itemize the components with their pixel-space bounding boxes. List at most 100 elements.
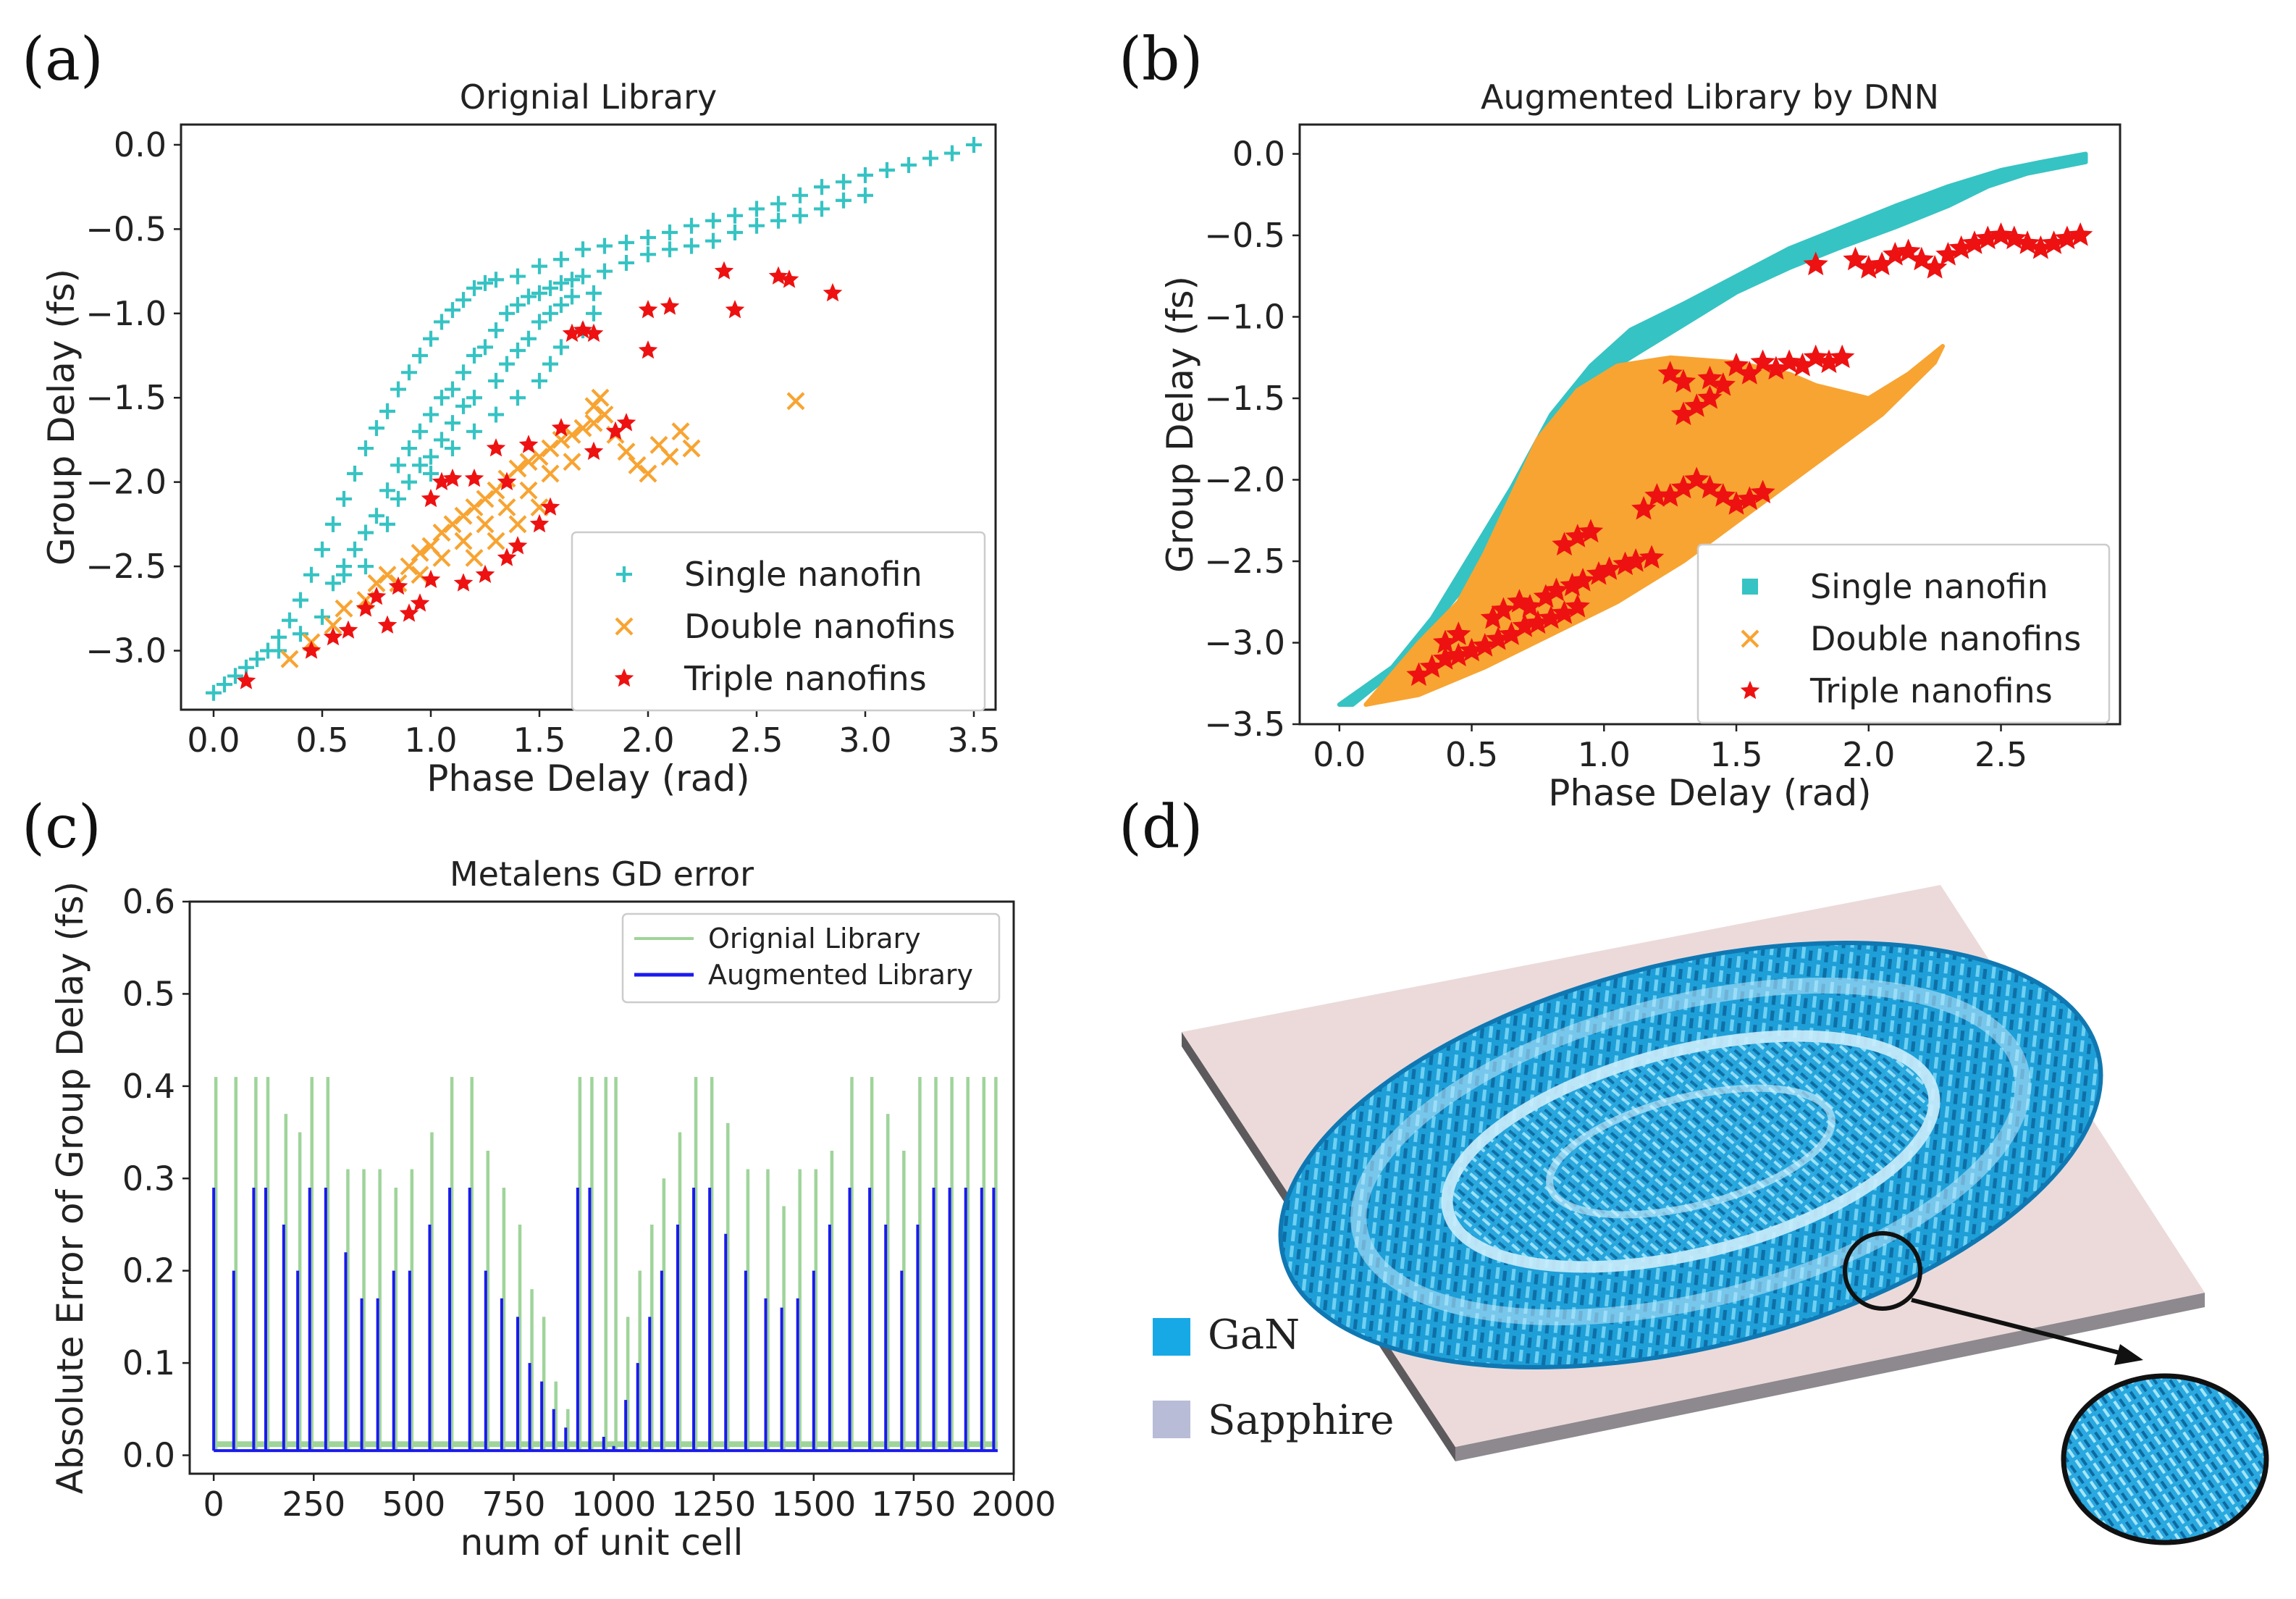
data-point-star <box>714 261 734 280</box>
x-tick-label: 3.0 <box>838 721 891 760</box>
x-tick-label: 1.0 <box>1578 735 1631 774</box>
data-point-star <box>1432 646 1458 670</box>
data-point-plus <box>836 174 851 190</box>
x-tick-label: 750 <box>482 1485 546 1524</box>
data-point-plus <box>466 390 482 406</box>
data-point-star <box>508 536 528 555</box>
data-point-star <box>475 564 495 583</box>
data-point-plus <box>379 403 395 419</box>
data-point-plus <box>466 423 482 440</box>
x-axis-label: Phase Delay (rad) <box>426 757 749 800</box>
data-point-plus <box>662 241 678 258</box>
data-point-plus <box>488 322 504 339</box>
data-point-plus <box>510 297 526 314</box>
x-axis-label: Phase Delay (rad) <box>1548 772 1871 814</box>
x-tick-label: 1.0 <box>404 721 457 760</box>
data-point-star <box>638 300 658 319</box>
data-point-cross <box>671 422 690 441</box>
data-point-plus <box>575 268 591 285</box>
data-point-cross <box>508 515 527 534</box>
data-point-star <box>1922 255 1948 279</box>
data-point-plus <box>477 274 493 291</box>
data-point-plus <box>434 314 450 330</box>
data-point-plus <box>347 541 363 558</box>
data-point-star <box>453 573 474 592</box>
data-point-plus <box>401 440 417 457</box>
legend-box <box>621 912 1001 1004</box>
sapphire-swatch <box>1153 1401 1190 1438</box>
data-point-plus <box>770 212 786 229</box>
data-point-cross <box>682 439 701 458</box>
data-point-plus <box>531 372 547 389</box>
data-point-plus <box>836 192 851 209</box>
sapphire-label: Sapphire <box>1208 1397 1394 1444</box>
data-point-plus <box>466 280 482 296</box>
data-point-cross <box>465 498 484 517</box>
data-point-star <box>725 300 745 319</box>
data-point-star <box>1578 519 1604 543</box>
data-point-cross <box>432 548 451 567</box>
data-point-star <box>1657 483 1683 507</box>
data-point-plus <box>412 348 428 364</box>
data-point-star <box>1517 594 1543 618</box>
data-point-star <box>1684 393 1710 417</box>
data-point-plus <box>325 516 341 532</box>
data-point-plus <box>455 398 471 414</box>
data-point-star <box>1560 572 1585 597</box>
magnifier-arrow <box>1911 1298 2126 1356</box>
data-point-plus <box>445 302 461 319</box>
data-point-star <box>616 413 636 432</box>
data-point-cross <box>519 481 538 500</box>
y-tick-label: −2.5 <box>85 547 167 586</box>
data-point-plus <box>564 288 580 305</box>
y-tick-label: 0.2 <box>122 1251 175 1290</box>
data-point-star <box>660 296 680 315</box>
data-point-star <box>399 603 419 622</box>
y-tick-label: −3.0 <box>85 631 167 671</box>
data-point-plus <box>499 305 515 322</box>
data-point-star <box>1544 577 1569 602</box>
data-point-plus <box>597 238 613 254</box>
data-point-star <box>1975 225 2001 250</box>
x-tick-label: 250 <box>282 1485 345 1524</box>
data-point-plus <box>749 201 765 217</box>
data-point-star <box>1988 222 2014 246</box>
data-point-plus <box>401 474 417 490</box>
data-point-plus <box>857 187 873 203</box>
data-point-plus <box>597 263 613 280</box>
data-point-plus <box>347 466 363 482</box>
legend-label: Single nanofin <box>684 555 922 594</box>
legend-marker-cross <box>615 617 634 636</box>
data-point-star <box>1856 255 1881 279</box>
data-point-plus <box>705 212 721 229</box>
data-point-plus <box>553 274 569 291</box>
data-point-plus <box>390 457 406 474</box>
data-point-star <box>529 513 550 533</box>
data-point-plus <box>966 136 982 153</box>
data-point-plus <box>510 343 526 359</box>
data-point-plus <box>814 201 830 217</box>
x-tick-label: 1750 <box>871 1485 956 1524</box>
y-tick-label: −0.5 <box>1204 216 1285 255</box>
data-region-cross <box>1363 344 1946 707</box>
y-tick-label: 0.5 <box>122 974 175 1013</box>
data-point-plus <box>477 339 493 356</box>
x-tick-label: 0.0 <box>187 721 240 760</box>
data-point-star <box>1670 401 1696 426</box>
data-point-plus <box>358 524 374 541</box>
legend-marker-cross <box>1741 629 1759 648</box>
data-point-star <box>1533 584 1558 608</box>
legend-marker-square <box>1742 579 1758 595</box>
data-point-star <box>1670 369 1696 393</box>
data-point-plus <box>727 207 743 224</box>
data-point-plus <box>618 254 634 271</box>
data-point-star <box>236 671 256 689</box>
y-axis-label: Group Delay (fs) <box>41 269 83 566</box>
data-point-plus <box>358 440 374 457</box>
x-tick-label: 1250 <box>671 1485 756 1524</box>
data-point-plus <box>521 330 537 347</box>
data-point-plus <box>293 592 308 608</box>
sapphire-substrate-side-front <box>1455 1293 2205 1461</box>
x-tick-label: 2.0 <box>1842 735 1895 774</box>
data-point-cross <box>476 490 495 508</box>
